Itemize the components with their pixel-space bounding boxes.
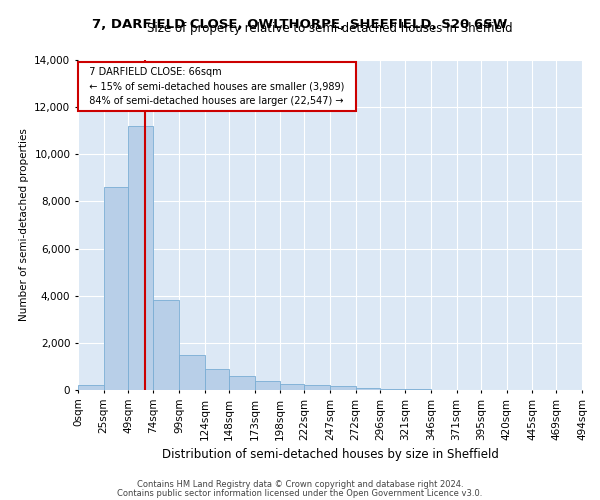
Text: Contains HM Land Registry data © Crown copyright and database right 2024.: Contains HM Land Registry data © Crown c…: [137, 480, 463, 489]
X-axis label: Distribution of semi-detached houses by size in Sheffield: Distribution of semi-detached houses by …: [161, 448, 499, 461]
Bar: [78, 386, 104, 390]
Text: 7 DARFIELD CLOSE: 66sqm  
  ← 15% of semi-detached houses are smaller (3,989)  
: 7 DARFIELD CLOSE: 66sqm ← 15% of semi-de…: [83, 66, 350, 106]
Text: Contains public sector information licensed under the Open Government Licence v3: Contains public sector information licen…: [118, 488, 482, 498]
Bar: [280, 384, 304, 390]
Bar: [380, 389, 406, 390]
Text: 7, DARFIELD CLOSE, OWLTHORPE, SHEFFIELD, S20 6SW: 7, DARFIELD CLOSE, OWLTHORPE, SHEFFIELD,…: [92, 18, 508, 30]
Title: Size of property relative to semi-detached houses in Sheffield: Size of property relative to semi-detach…: [147, 22, 513, 35]
Bar: [104, 188, 128, 390]
Bar: [205, 369, 229, 390]
Bar: [330, 386, 356, 390]
Bar: [356, 388, 380, 390]
Bar: [254, 380, 280, 390]
Bar: [229, 376, 254, 390]
Bar: [179, 354, 205, 390]
Y-axis label: Number of semi-detached properties: Number of semi-detached properties: [19, 128, 29, 322]
Bar: [128, 126, 154, 390]
Bar: [154, 300, 179, 390]
Bar: [304, 386, 330, 390]
